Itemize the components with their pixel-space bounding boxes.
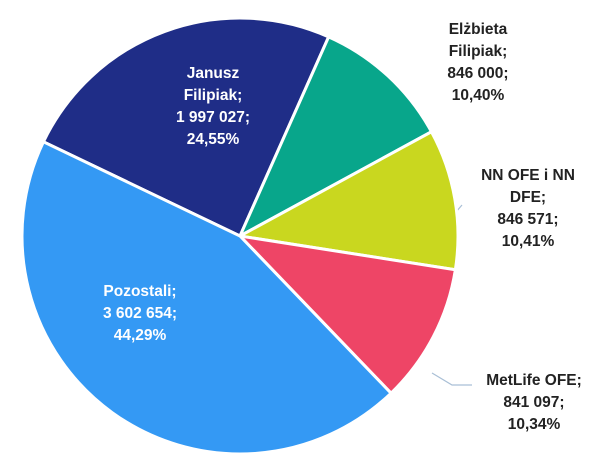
value-label: 24,55% <box>187 131 240 148</box>
share-label: 1 997 027; <box>176 109 250 126</box>
pie-slice <box>236 34 434 240</box>
share-label: 846 571; <box>497 211 558 228</box>
pie-slice <box>235 129 460 272</box>
slice-name: Elżbieta Filipiak; <box>449 21 508 60</box>
slice-name-line: Janusz <box>187 65 240 82</box>
slice-name-line: Filipiak; <box>449 43 508 60</box>
value-label: 10,41% <box>502 233 555 250</box>
share-label: 3 602 654; <box>103 305 177 322</box>
slice-name-line: DFE; <box>510 189 546 206</box>
slice-name-line: Elżbieta <box>449 21 508 38</box>
share-label: 841 097; <box>503 394 564 411</box>
slice-name: MetLife OFE; <box>486 372 582 389</box>
value-label: 10,34% <box>508 416 561 433</box>
slice-name: Pozostali; <box>103 283 176 300</box>
slice-name: Janusz Filipiak; <box>184 65 243 104</box>
share-label: 846 000; <box>447 65 508 82</box>
pie-slice <box>20 139 394 456</box>
leader-line <box>431 372 472 386</box>
pie-slice <box>235 233 458 396</box>
pie-slice <box>41 16 331 239</box>
slice-name-line: NN OFE i NN <box>481 167 575 184</box>
slice-name-line: Pozostali; <box>103 283 176 300</box>
slice-name: NN OFE i NN DFE; <box>481 167 575 206</box>
value-label: 44,29% <box>114 327 167 344</box>
slice-name-line: MetLife OFE; <box>486 372 582 389</box>
value-label: 10,40% <box>452 87 505 104</box>
slice-name-line: Filipiak; <box>184 87 243 104</box>
